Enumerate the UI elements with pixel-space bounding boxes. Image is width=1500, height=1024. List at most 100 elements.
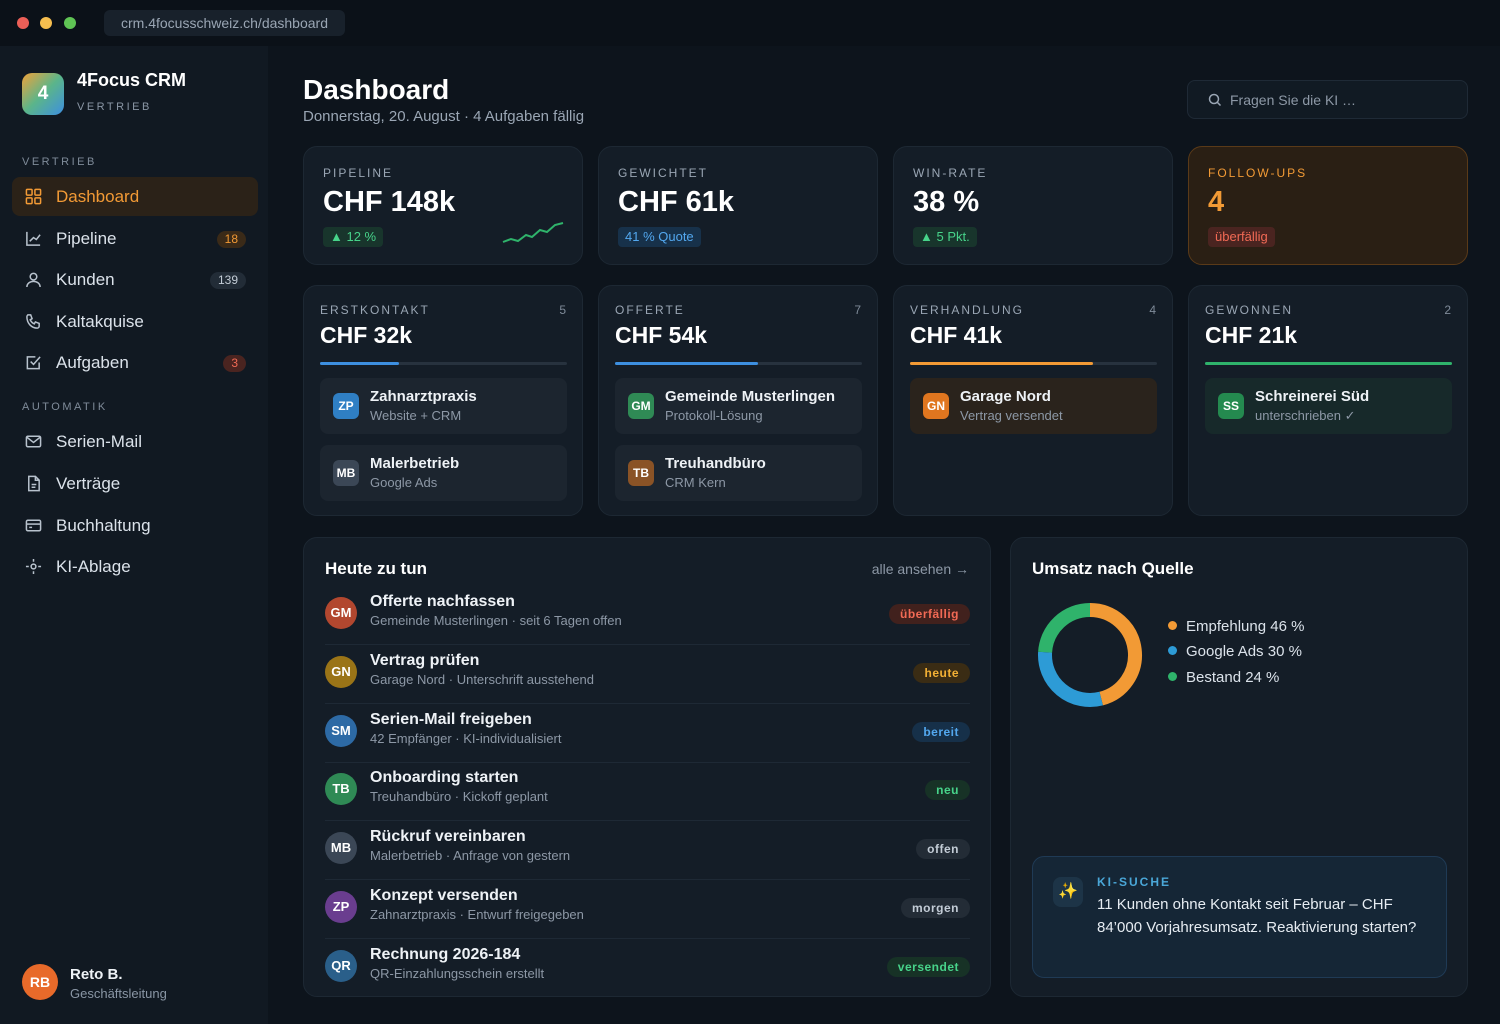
kpi-trend-chip: ▲ 12 % [323,227,384,247]
sidebar-item-label: KI-Ablage [56,557,131,576]
stage-count: 4 [1149,303,1156,317]
legend-label: Empfehlung 46 % [1186,618,1305,635]
grid-icon [25,188,42,205]
checkbox-icon [26,356,41,370]
stage-label: OFFERTE [615,303,685,317]
deal-name: Gemeinde Musterlingen [665,388,836,405]
stage-progress-fill [615,362,759,365]
ai-search-box[interactable] [1187,80,1468,119]
sidebar-item-dashboard[interactable]: Dashboard [12,177,258,216]
sidebar-item-label: Kunden [56,270,115,289]
sidebar-item-kaltakquise[interactable]: Kaltakquise [12,302,258,341]
maximize-window-button[interactable] [64,17,76,29]
kpi-label: FOLLOW-UPS [1208,166,1308,180]
deal-card[interactable]: ZP Zahnarztpraxis Website + CRM [320,378,567,434]
task-avatar: GN [325,655,357,688]
legend-label: Google Ads 30 % [1186,643,1302,660]
kpi-overdue-chip: überfällig [1208,227,1275,247]
legend-swatch [1168,646,1177,655]
avatar[interactable]: RB [22,964,58,1000]
task-row[interactable]: GM Offerte nachfassen Gemeinde Musterlinge… [325,587,970,645]
kpi-value: CHF 148k [323,186,456,218]
task-row[interactable]: TB Onboarding starten Treuhandbüro · Kicko… [325,763,970,822]
deal-avatar: MB [333,460,359,486]
stage-progress-fill [910,362,1093,365]
deal-card[interactable]: SS Schreinerei Süd unterschrieben ✓ [1205,378,1452,434]
kpi-label: PIPELINE [323,166,394,180]
window-titlebar: crm.4focusschweiz.ch/dashboard [0,0,1500,46]
sidebar-item-aufgaben[interactable]: Aufgaben 3 [12,343,258,382]
task-title: Rechnung 2026-184 [370,945,521,963]
ai-suggestion-card[interactable]: ✨ KI-SUCHE 11 Kunden ohne Kontakt seit F… [1032,856,1447,978]
sidebar-item-label: Aufgaben [56,353,129,372]
task-row[interactable]: ZP Konzept versenden Zahnarztpraxis · Entw… [325,881,970,939]
deal-name: Treuhandbüro [665,455,766,472]
sidebar-item-label: Dashboard [56,187,140,206]
task-row[interactable]: MB Rückruf vereinbaren Malerbetrieb · Anfr… [325,822,970,881]
deal-card[interactable]: GN Garage Nord Vertrag versendet [910,378,1157,434]
kpi-quote-chip: 41 % Quote [618,227,701,247]
tasks-panel: Heute zu tun alle ansehen → GM Offerte na… [303,537,991,997]
task-avatar: QR [325,949,357,982]
sidebar: 4 4Focus CRM VERTRIEB VERTRIEB Dashboard… [0,46,268,1024]
brand-subtitle: VERTRIEB [77,101,152,113]
stage-progress-bar [910,362,1157,365]
deal-avatar: SS [1218,393,1244,419]
task-row[interactable]: GN Vertrag prüfen Garage Nord · Unterschri… [325,646,970,704]
legend-swatch [1168,672,1177,681]
sidebar-item-buchhaltung[interactable]: Buchhaltung [12,506,258,545]
kpi-card-gewichtet[interactable]: GEWICHTET CHF 61k 41 % Quote [598,146,878,265]
task-subtitle: 42 Empfänger · KI-individualisiert [370,730,562,746]
deal-card[interactable]: GM Gemeinde Musterlingen Protokoll-Lösun… [615,378,862,434]
task-subtitle: Zahnarztpraxis · Entwurf freigegeben [370,907,584,922]
minimize-window-button[interactable] [40,17,52,29]
search-input[interactable] [1230,89,1450,111]
tasks-title: Heute zu tun [325,559,427,578]
kpi-value: 38 % [913,186,980,218]
task-title: Offerte nachfassen [370,593,515,610]
task-row[interactable]: QR Rechnung 2026-184 QR-Einzahlungsschein … [325,940,970,998]
section-label-vertrieb: VERTRIEB [22,156,97,168]
deal-card[interactable]: TB Treuhandbüro CRM Kern [615,445,862,501]
deal-card[interactable]: MB Malerbetrieb Google Ads [320,445,567,501]
ai-suggestion-text: 11 Kunden ohne Kontakt seit Februar – CH… [1097,896,1417,936]
sidebar-item-kunden[interactable]: Kunden 139 [12,260,258,299]
sparkles-icon: ✨ [1053,877,1083,907]
ai-label: KI-SUCHE [1097,875,1172,889]
task-avatar: SM [325,714,357,747]
stage-label: VERHANDLUNG [910,303,1025,317]
revenue-panel: Umsatz nach Quelle Empfehlung 46 % Googl… [1010,537,1468,997]
task-status-badge: morgen [900,898,970,918]
sidebar-item-label: Buchhaltung [56,516,151,535]
brand-logo[interactable]: 4 [22,73,64,115]
kpi-label: GEWICHTET [618,166,708,180]
deal-subtitle: CRM Kern [665,475,726,490]
sidebar-item-serien-mail[interactable]: Serien-Mail [12,422,258,461]
stage-progress-fill [1205,362,1452,365]
legend-label: Bestand 24 % [1186,669,1280,686]
legend-swatch [1168,621,1177,630]
kpi-value: CHF 61k [618,186,735,218]
kpi-card-follow-ups[interactable]: FOLLOW-UPS 4 überfällig [1188,146,1468,265]
sidebar-item-label: Serien-Mail [56,432,142,451]
stage-value: CHF 41k [910,322,1003,348]
phone-icon [26,314,40,329]
stage-value: CHF 32k [320,322,413,348]
sidebar-item-pipeline[interactable]: Pipeline 18 [12,219,258,258]
address-bar[interactable]: crm.4focusschweiz.ch/dashboard [104,10,345,36]
sparkle-icon [25,558,42,575]
task-status-badge: offen [916,839,970,860]
deal-avatar: ZP [333,393,359,419]
view-all-link[interactable]: alle ansehen → [871,561,969,577]
deal-avatar: GN [923,393,949,419]
sidebar-item-ki-ablage[interactable]: KI-Ablage [12,547,258,586]
stage-count: 5 [559,303,566,317]
kpi-card-win-rate[interactable]: WIN-RATE 38 % ▲ 5 Pkt. [893,146,1173,265]
task-row[interactable]: SM Serien-Mail freigeben 42 Empfänger · KI… [325,705,970,763]
kpi-card-pipeline[interactable]: PIPELINE CHF 148k ▲ 12 % [303,146,583,265]
aufgaben-count-badge: 3 [223,355,246,372]
pipeline-count-badge: 18 [216,231,246,248]
close-window-button[interactable] [17,17,29,29]
sidebar-item-vertraege[interactable]: Verträge [12,464,258,503]
task-status-badge: neu [925,780,970,801]
